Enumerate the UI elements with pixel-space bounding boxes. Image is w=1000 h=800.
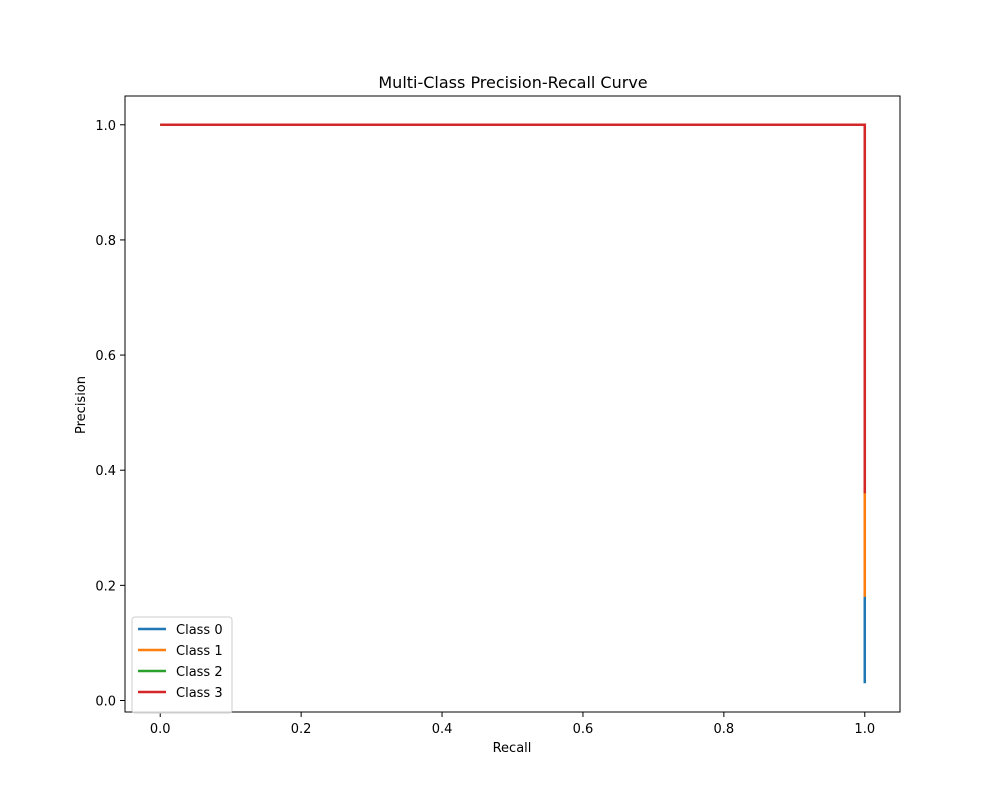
y-tick-label: 0.4 [95, 464, 116, 479]
x-axis-label: Recall [493, 741, 532, 756]
x-tick-label: 0.6 [573, 722, 594, 737]
x-tick-label: 0.0 [150, 722, 171, 737]
legend-box [131, 616, 233, 714]
plot-frame [124, 95, 901, 713]
legend-label-class-3: Class 3 [176, 686, 223, 701]
legend-label-class-2: Class 2 [176, 665, 223, 680]
series-line-class-3 [160, 123, 867, 494]
y-tick-label: 0.8 [95, 234, 116, 249]
series-layer [160, 123, 867, 684]
x-axis-ticks: 0.0 0.2 0.4 0.6 0.8 1.0 [150, 712, 875, 737]
y-tick-label: 1.0 [95, 119, 116, 134]
y-tick-label: 0.2 [95, 579, 116, 594]
y-axis-ticks: 0.0 0.2 0.4 0.6 0.8 1.0 [95, 119, 125, 709]
legend-label-class-0: Class 0 [176, 623, 223, 638]
y-tick-label: 0.6 [95, 349, 116, 364]
chart-title: Multi-Class Precision-Recall Curve [378, 73, 647, 92]
legend-label-class-1: Class 1 [176, 644, 223, 659]
x-tick-label: 1.0 [854, 722, 875, 737]
y-axis-label: Precision [74, 376, 89, 434]
x-tick-label: 0.2 [291, 722, 312, 737]
y-tick-label: 0.0 [95, 694, 116, 709]
x-tick-label: 0.8 [714, 722, 735, 737]
legend: Class 0 Class 1 Class 2 Class 3 [131, 616, 233, 714]
x-tick-label: 0.4 [432, 722, 453, 737]
